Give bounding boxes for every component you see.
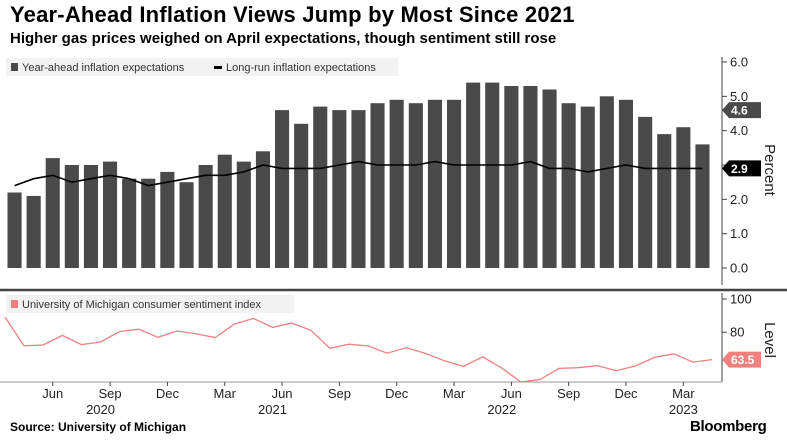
bar-year-ahead-apr-2021: [236, 161, 251, 268]
top-ytick-label: 6.0: [730, 55, 748, 70]
bar-year-ahead-sep-2020: [103, 161, 118, 268]
legend-swatch-sentiment: [11, 300, 18, 308]
bar-year-ahead-oct-2020: [122, 178, 137, 268]
x-tick-label: Sep: [99, 386, 122, 401]
bar-year-ahead-aug-2022: [542, 89, 557, 268]
bar-year-ahead-jan-2023: [638, 116, 653, 269]
bar-year-ahead-may-2020: [26, 195, 41, 268]
bar-year-ahead-feb-2022: [427, 99, 442, 268]
bottom-ytick-label: 80: [730, 325, 744, 340]
bar-year-ahead-apr-2022: [466, 82, 481, 268]
x-tick-label: Sep: [328, 386, 351, 401]
chart-title: Year-Ahead Inflation Views Jump by Most …: [10, 2, 575, 27]
bar-year-ahead-may-2021: [255, 151, 270, 268]
bar-year-ahead-jun-2022: [504, 86, 519, 268]
x-year-label: 2021: [258, 402, 287, 417]
x-tick-label: Mar: [214, 386, 237, 401]
bar-year-ahead-mar-2022: [447, 99, 462, 268]
bar-year-ahead-oct-2021: [351, 110, 366, 268]
bar-year-ahead-dec-2020: [160, 171, 175, 268]
bar-year-ahead-jul-2020: [64, 165, 79, 268]
bloomberg-logo: Bloomberg: [690, 418, 767, 435]
bar-year-ahead-dec-2021: [389, 99, 404, 268]
bar-year-ahead-jan-2021: [179, 182, 194, 268]
bar-year-ahead-feb-2021: [198, 165, 213, 268]
top-ytick-label: 4.0: [730, 123, 748, 138]
bar-year-ahead-feb-2023: [657, 134, 672, 268]
latest-year-ahead-label-text: 4.6: [731, 104, 748, 118]
top-ytick-label: 5.0: [730, 89, 748, 104]
latest-sentiment-label-text: 63.5: [731, 353, 755, 367]
bar-year-ahead-oct-2022: [580, 106, 595, 268]
bar-year-ahead-may-2022: [485, 82, 500, 268]
line-consumer-sentiment: [4, 316, 713, 383]
latest-long-run-label: 2.9: [722, 160, 761, 177]
bar-year-ahead-apr-2023: [695, 144, 710, 268]
bar-year-ahead-jun-2020: [45, 158, 60, 268]
bar-year-ahead-sep-2021: [332, 110, 347, 268]
legend-label-long-run: Long-run inflation expectations: [226, 62, 376, 74]
x-tick-label: Dec: [614, 386, 638, 401]
bar-year-ahead-sep-2022: [561, 103, 576, 268]
x-tick-label: Dec: [385, 386, 409, 401]
bar-year-ahead-mar-2023: [676, 127, 691, 268]
bar-year-ahead-jun-2021: [275, 110, 290, 268]
top-legend: Year-ahead inflation expectations Long-r…: [6, 58, 398, 76]
x-year-label: 2023: [669, 402, 698, 417]
source-note: Source: University of Michigan: [10, 420, 187, 434]
bar-year-ahead-nov-2022: [599, 96, 614, 268]
bar-year-ahead-nov-2021: [370, 103, 385, 268]
x-year-label: 2022: [487, 402, 516, 417]
legend-swatch-long-run: [214, 66, 222, 69]
bottom-y-axis-title: Level: [761, 322, 778, 358]
x-tick-label: Sep: [557, 386, 580, 401]
legend-label-year-ahead: Year-ahead inflation expectations: [22, 62, 185, 74]
x-tick-label: Jun: [501, 386, 522, 401]
x-tick-label: Mar: [672, 386, 695, 401]
bar-year-ahead-jul-2022: [523, 86, 538, 268]
x-tick-label: Dec: [156, 386, 180, 401]
bar-year-ahead-nov-2020: [141, 178, 156, 268]
latest-sentiment-label: 63.5: [722, 351, 761, 368]
top-y-axis-title: Percent: [761, 144, 778, 197]
x-tick-label: Jun: [42, 386, 63, 401]
bar-year-ahead-aug-2021: [313, 106, 328, 268]
top-ytick-label: 0.0: [730, 261, 748, 276]
bottom-ytick-label: 100: [730, 292, 752, 307]
chart-subtitle: Higher gas prices weighed on April expec…: [10, 30, 557, 47]
bottom-legend: University of Michigan consumer sentimen…: [6, 295, 294, 313]
bar-year-ahead-apr-2020: [7, 192, 22, 268]
top-ytick-label: 1.0: [730, 226, 748, 241]
top-ytick-label: 2.0: [730, 192, 748, 207]
legend-swatch-year-ahead: [11, 63, 18, 71]
latest-long-run-label-text: 2.9: [731, 162, 748, 176]
bar-year-ahead-jan-2022: [408, 103, 423, 268]
x-tick-label: Mar: [443, 386, 466, 401]
x-tick-label: Jun: [272, 386, 293, 401]
legend-label-sentiment: University of Michigan consumer sentimen…: [22, 299, 262, 311]
bar-year-ahead-mar-2021: [217, 154, 232, 268]
x-year-label: 2020: [86, 402, 115, 417]
bar-year-ahead-dec-2022: [618, 99, 633, 268]
bar-year-ahead-jul-2021: [294, 123, 309, 268]
latest-year-ahead-label: 4.6: [722, 102, 761, 119]
bar-year-ahead-aug-2020: [83, 165, 98, 268]
line-long-run-expectations: [14, 160, 703, 187]
